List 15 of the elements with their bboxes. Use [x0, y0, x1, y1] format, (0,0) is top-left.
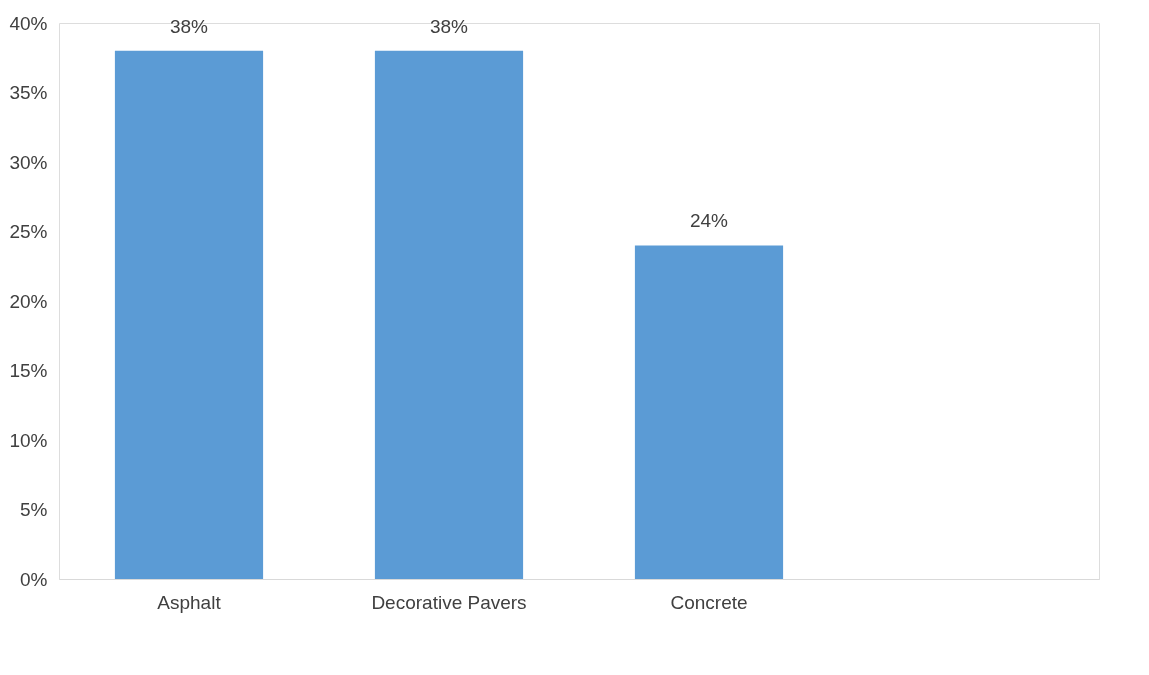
y-tick-label: 20% [9, 290, 48, 312]
x-tick-label: Asphalt [157, 591, 222, 613]
y-tick-label: 25% [9, 221, 48, 242]
x-tick-label: Concrete [670, 591, 748, 613]
y-tick-label: 15% [9, 360, 48, 381]
y-tick-label: 10% [9, 429, 48, 451]
data-label: 38% [429, 15, 469, 37]
y-tick-label: 5% [20, 499, 48, 520]
y-tick-label: 40% [9, 12, 48, 34]
y-tick-label: 35% [9, 82, 48, 103]
x-tick-label: Decorative Pavers [371, 591, 527, 613]
data-label: 24% [689, 210, 729, 232]
data-label: 38% [169, 15, 209, 37]
y-tick-label: 30% [9, 151, 48, 173]
y-tick-label: 0% [20, 568, 48, 590]
